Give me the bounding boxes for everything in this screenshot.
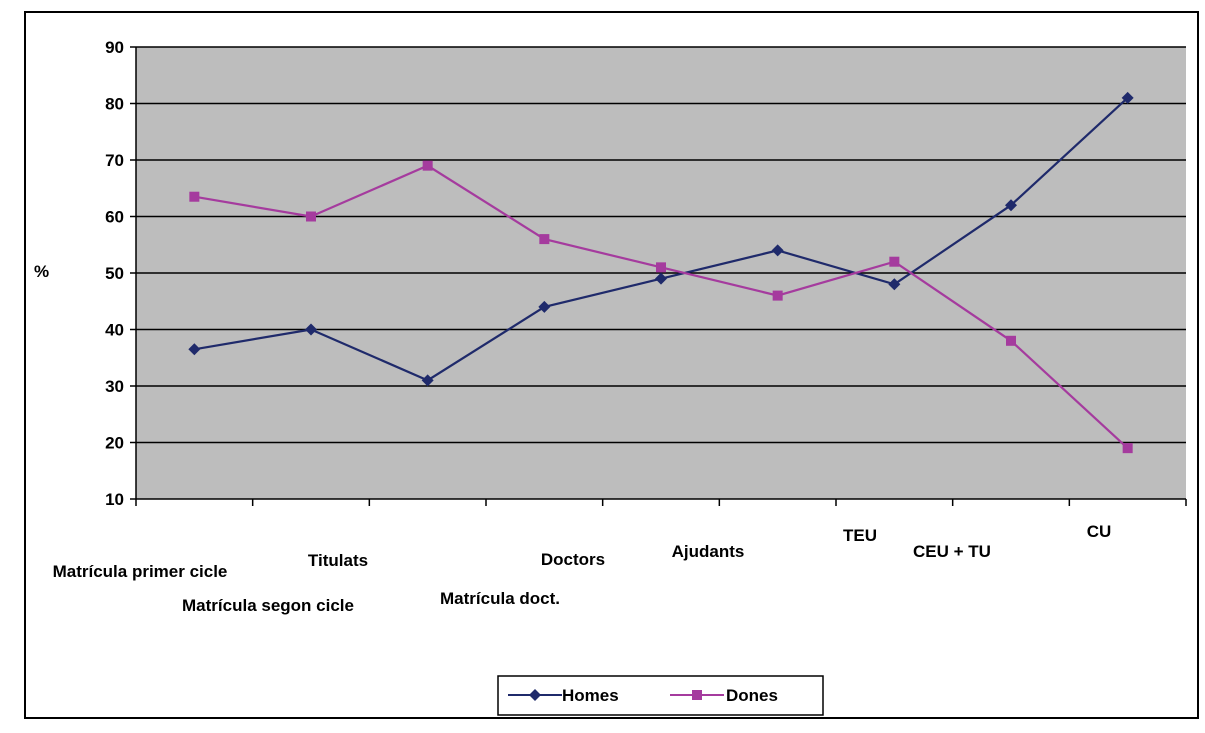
x-category-label: Matrícula primer cicle [53, 562, 228, 581]
data-point [305, 323, 317, 336]
data-point [188, 343, 201, 356]
x-category-label: Matrícula segon cicle [182, 596, 354, 615]
series-homes [188, 91, 1134, 387]
data-point [538, 300, 551, 313]
data-point [1005, 199, 1017, 212]
y-tick-label: 80 [105, 95, 124, 114]
legend-marker-dones [692, 690, 702, 700]
series-dones [189, 160, 1133, 454]
y-tick-label: 30 [105, 377, 124, 396]
data-point [1122, 443, 1133, 454]
x-category-label: Doctors [541, 550, 605, 569]
y-tick-label: 40 [105, 321, 124, 340]
y-axis-ticks: 10 20 30 40 50 60 70 80 90 [105, 38, 136, 509]
x-category-label: Titulats [308, 551, 368, 570]
y-tick-label: 20 [105, 434, 124, 453]
data-point [772, 290, 783, 301]
data-point [422, 160, 433, 171]
y-tick-label: 50 [105, 264, 124, 283]
y-tick-label: 10 [105, 490, 124, 509]
data-point [539, 234, 550, 245]
y-axis-label: % [34, 262, 49, 281]
x-category-label: Matrícula doct. [440, 589, 560, 608]
data-point [889, 256, 900, 267]
y-tick-label: 60 [105, 208, 124, 227]
data-point [771, 244, 784, 257]
x-axis-category-labels: Matrícula primer cicle Titulats Matrícula … [53, 522, 1112, 615]
x-category-label: Ajudants [672, 542, 745, 561]
y-tick-label: 70 [105, 151, 124, 170]
legend-label-dones: Dones [726, 686, 778, 705]
data-point [888, 278, 901, 291]
data-point [1006, 335, 1016, 346]
legend-label-homes: Homes [562, 686, 619, 705]
legend-marker-homes [529, 689, 541, 701]
data-point [306, 211, 316, 222]
x-category-label: CEU + TU [913, 542, 991, 561]
data-point [655, 272, 667, 285]
x-category-label: TEU [843, 526, 877, 545]
data-point [189, 191, 200, 202]
legend: Homes Dones [497, 675, 824, 716]
y-tick-label: 90 [105, 38, 124, 57]
gridlines [136, 46, 1186, 444]
data-point [421, 374, 434, 387]
x-category-label: CU [1087, 522, 1112, 541]
series-layer [188, 91, 1134, 454]
data-point [656, 262, 666, 273]
data-point [1121, 91, 1134, 104]
